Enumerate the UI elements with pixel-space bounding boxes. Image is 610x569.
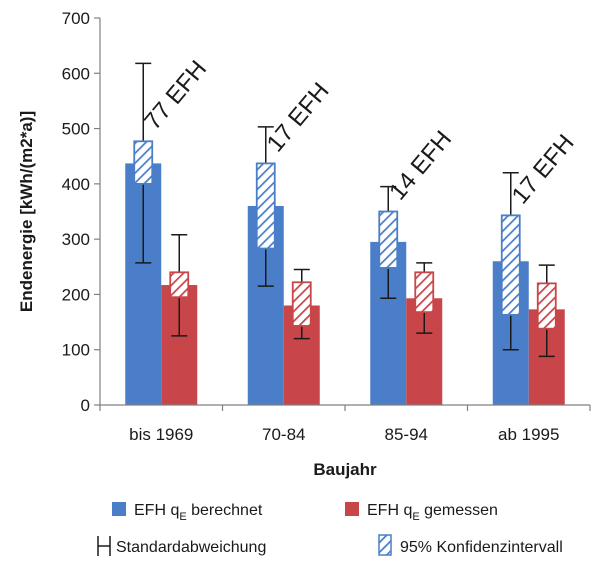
- group-count-label: 14 EFH: [384, 126, 457, 206]
- y-tick-label: 100: [62, 341, 90, 360]
- confidence-interval-box: [169, 271, 190, 299]
- x-category-label: 70-84: [262, 425, 305, 444]
- confidence-interval-box: [378, 210, 399, 269]
- legend: EFH qE berechnet EFH qE gemessen Standarda…: [97, 502, 563, 556]
- legend-item-std-dev: Standardabweichung: [97, 536, 266, 556]
- legend-label: EFH qE berechnet: [134, 502, 263, 523]
- confidence-interval-box: [291, 281, 312, 327]
- y-axis-ticks: 0 100 200 300 400 500 600 700: [62, 9, 100, 415]
- y-tick-label: 500: [62, 120, 90, 139]
- x-axis-title: Baujahr: [313, 460, 377, 479]
- x-category-label: ab 1995: [498, 425, 559, 444]
- legend-item-gemessen: EFH qE gemessen: [345, 502, 498, 523]
- legend-swatch: [112, 502, 126, 516]
- legend-label: Standardabweichung: [116, 539, 266, 556]
- y-tick-label: 400: [62, 175, 90, 194]
- group-count-label: 17 EFH: [262, 78, 335, 158]
- legend-item-confidence-interval: 95% Konfidenzintervall: [378, 534, 563, 556]
- confidence-interval-box: [500, 214, 521, 316]
- x-axis-category-labels: bis 1969 70-84 85-94 ab 1995: [99, 405, 591, 444]
- y-tick-label: 0: [81, 396, 90, 415]
- x-category-label: 85-94: [385, 425, 428, 444]
- legend-label: EFH qE gemessen: [367, 502, 498, 523]
- legend-swatch: [345, 502, 359, 516]
- x-category-label: bis 1969: [129, 425, 193, 444]
- y-axis-title: Endenergie [kWh/(m2*a)]: [17, 111, 36, 312]
- y-tick-label: 200: [62, 285, 90, 304]
- confidence-interval-box: [255, 162, 276, 250]
- plot-area: 77 EFH 17 EFH 14 EFH 17 EFH: [125, 55, 580, 405]
- group-count-label: 77 EFH: [139, 55, 212, 135]
- y-tick-label: 600: [62, 64, 90, 83]
- legend-item-berechnet: EFH qE berechnet: [112, 502, 263, 523]
- y-tick-label: 300: [62, 230, 90, 249]
- confidence-interval-box: [133, 140, 154, 185]
- group-count-label: 17 EFH: [507, 130, 580, 210]
- y-tick-label: 700: [62, 9, 90, 28]
- legend-label: 95% Konfidenzintervall: [400, 539, 563, 556]
- confidence-interval-box: [414, 271, 435, 314]
- confidence-interval-box: [536, 282, 557, 330]
